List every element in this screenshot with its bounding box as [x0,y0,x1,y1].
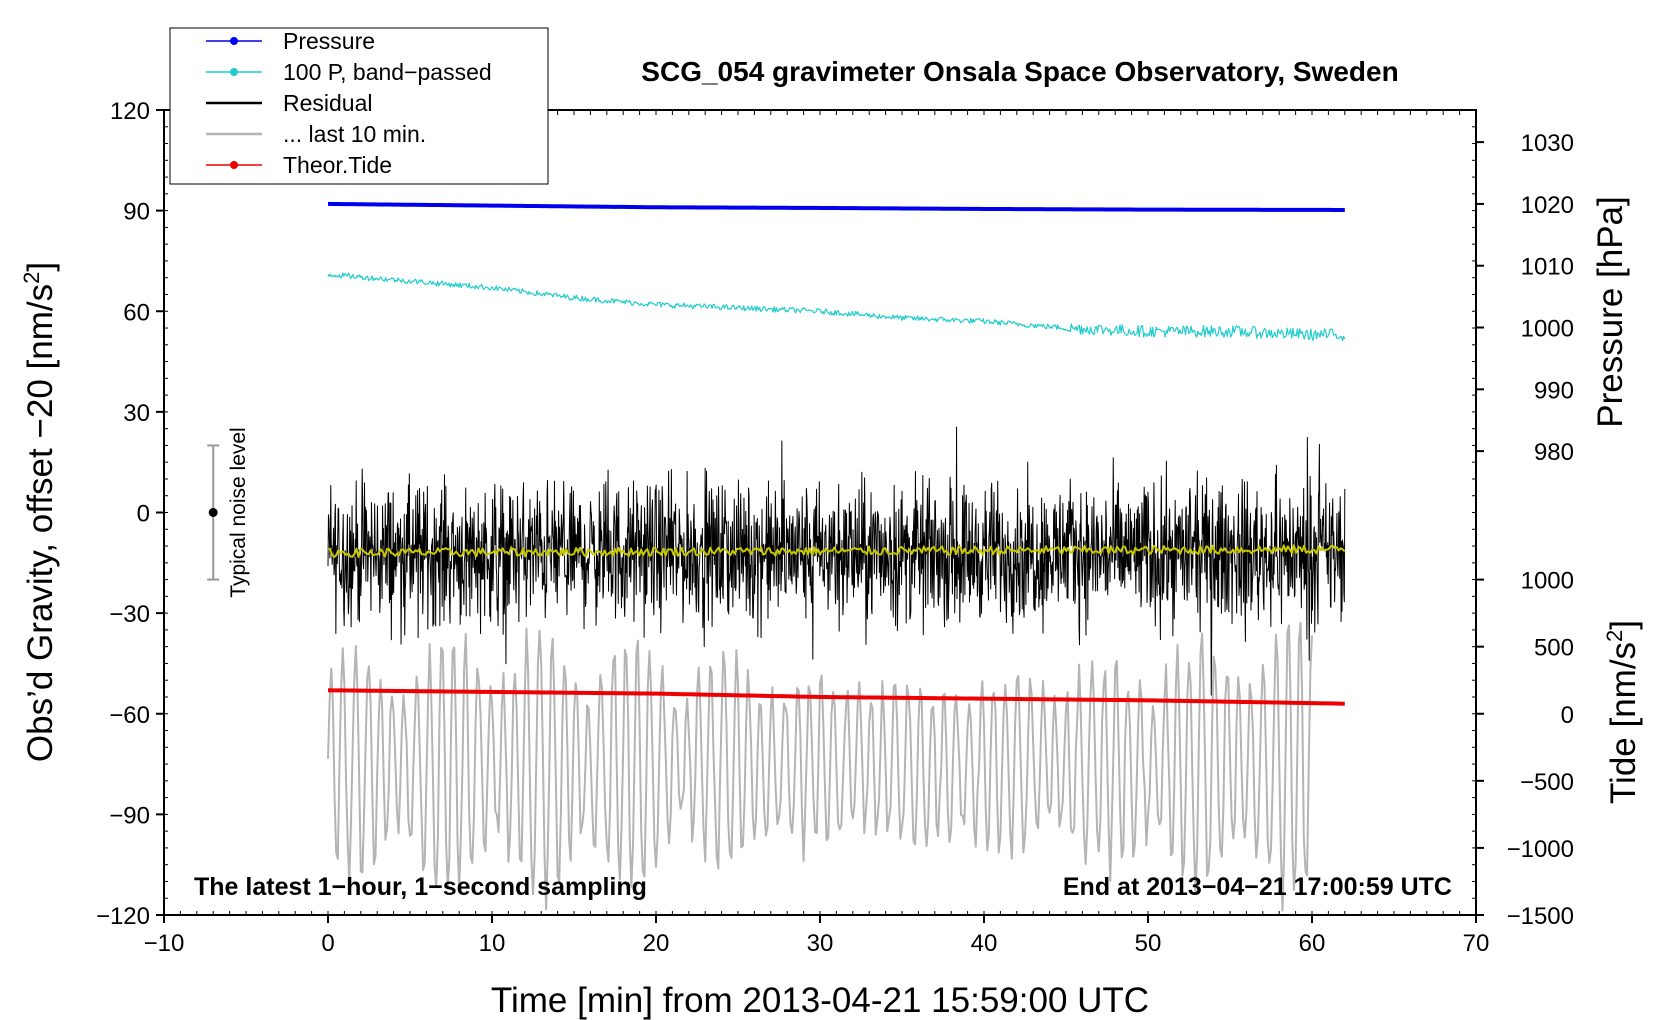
legend-label: 100 P, band−passed [283,59,492,85]
tide-tick-label: −1500 [1507,903,1574,930]
legend-label: Residual [283,90,373,116]
series-band-passed-pressure [327,272,1346,342]
series-pressure [327,201,1345,212]
series-last-10-min [327,621,1313,912]
annotation-left: The latest 1−hour, 1−second sampling [194,873,647,901]
y-tick-label: −120 [96,903,150,930]
tide-tick-label: −500 [1520,769,1574,796]
y-tick-label: 120 [110,98,150,125]
legend-label: Theor.Tide [283,152,392,178]
y-tick-label: 0 [137,501,150,528]
x-tick-label: 20 [643,930,670,957]
annotation-right: End at 2013−04−21 17:00:59 UTC [1063,873,1452,901]
series-smoothed-residual [327,544,1346,558]
x-tick-label: 50 [1135,930,1162,957]
y-tick-label: 90 [123,199,150,226]
noise-bar [207,444,220,581]
tide-tick-label: 1000 [1521,568,1574,595]
y-axis-ticks: 120 90 60 30 0 −30 −60 −90 −120 [96,98,164,930]
noise-bar-dot [208,508,218,517]
tide-tick-label: 500 [1534,635,1574,662]
series-layer [327,201,1346,912]
x-axis-ticks: −10 0 10 20 30 40 50 60 70 [144,915,1490,957]
pressure-axis-ticks: 1030 1020 1010 1000 990 980 [1476,130,1574,466]
series-theoretical-tide [327,688,1345,706]
y-tick-label: −30 [109,601,150,628]
x-tick-label: 40 [971,930,998,957]
x-axis-label: Time [min] from 2013-04-21 15:59:00 UTC [491,981,1149,1020]
chart-title: SCG_054 gravimeter Onsala Space Observat… [641,56,1398,87]
legend: Pressure 100 P, band−passed Residual ... la… [206,28,492,178]
legend-swatch-marker [230,68,238,76]
y-tick-label: −90 [109,802,150,829]
tide-tick-label: 0 [1561,702,1574,729]
x-tick-label: 70 [1463,930,1490,957]
x-tick-label: 0 [321,930,334,957]
x-tick-label: 10 [479,930,506,957]
pressure-tick-label: 1000 [1521,316,1574,343]
pressure-tick-label: 990 [1534,377,1574,404]
legend-box [169,27,549,185]
legend-label: ... last 10 min. [283,121,426,147]
x-tick-label: 60 [1299,930,1326,957]
legend-label: Pressure [283,28,375,54]
noise-level-label: Typical noise level [227,427,250,597]
x-tick-label: −10 [144,930,185,957]
y-axis-label-left: Obs’d Gravity, offset −20 [nm/s2] [19,262,60,762]
pressure-tick-label: 1020 [1521,192,1574,219]
y-axis-label-pressure: Pressure [hPa] [1591,196,1630,428]
legend-swatch-marker [230,161,238,169]
tide-axis-ticks: 1000 500 0 −500 −1000 −1500 [1476,568,1574,930]
x-tick-label: 30 [807,930,834,957]
minor-ticks [163,109,1477,916]
pressure-tick-label: 980 [1534,439,1574,466]
y-tick-label: −60 [109,702,150,729]
series-residual [327,426,1346,696]
tide-tick-label: −1000 [1507,836,1574,863]
pressure-tick-label: 1030 [1521,130,1574,157]
y-tick-label: 60 [123,299,150,326]
legend-swatch-marker [230,37,238,45]
y-tick-label: 30 [123,400,150,427]
pressure-tick-label: 1010 [1521,254,1574,281]
y-axis-label-tide: Tide [nm/s2] [1602,620,1643,804]
